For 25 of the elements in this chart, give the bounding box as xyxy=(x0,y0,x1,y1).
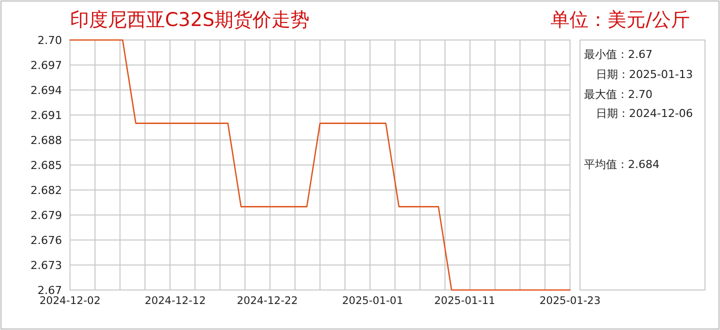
y-tick-label: 2.691 xyxy=(30,109,62,122)
y-tick-label: 2.70 xyxy=(38,34,62,47)
text: 单位：美元/公斤 xyxy=(550,9,690,31)
y-tick-label: 2.685 xyxy=(30,159,62,172)
y-tick-label: 2.688 xyxy=(30,134,62,147)
x-tick-label: 2025-01-01 xyxy=(342,295,404,307)
x-tick-label: 2024-12-02 xyxy=(39,295,101,307)
y-tick-label: 2.676 xyxy=(30,234,62,247)
x-tick-label: 2024-12-12 xyxy=(144,295,206,307)
line-series xyxy=(69,39,571,291)
text: 日期：2025-01-13 xyxy=(596,68,693,81)
text: 最小值：2.67 xyxy=(584,48,652,61)
x-tick-label: 2024-12-22 xyxy=(236,295,298,307)
text: 日期：2024-12-06 xyxy=(596,107,693,120)
y-tick-label: 2.673 xyxy=(30,259,62,272)
y-tick-label: 2.697 xyxy=(30,59,62,72)
text: 平均值：2.684 xyxy=(584,158,660,171)
chart-title: 印度尼西亚C32S期货价走势 xyxy=(70,9,310,31)
text: 最大值：2.70 xyxy=(584,88,652,101)
y-tick-label: 2.682 xyxy=(30,184,62,197)
x-tick-label: 2025-01-23 xyxy=(539,295,601,307)
y-tick-label: 2.67 xyxy=(38,284,62,297)
y-tick-label: 2.679 xyxy=(30,209,62,222)
y-tick-label: 2.694 xyxy=(30,84,62,97)
x-tick-label: 2025-01-11 xyxy=(434,295,496,307)
